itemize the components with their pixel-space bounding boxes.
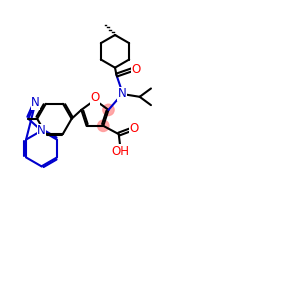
Circle shape [103,104,114,116]
Text: N: N [37,124,46,137]
Text: OH: OH [112,145,130,158]
Text: O: O [130,122,139,135]
Text: O: O [90,91,100,104]
Text: N: N [31,96,40,109]
Text: N: N [118,87,126,100]
Text: O: O [131,63,141,76]
Circle shape [98,120,109,131]
